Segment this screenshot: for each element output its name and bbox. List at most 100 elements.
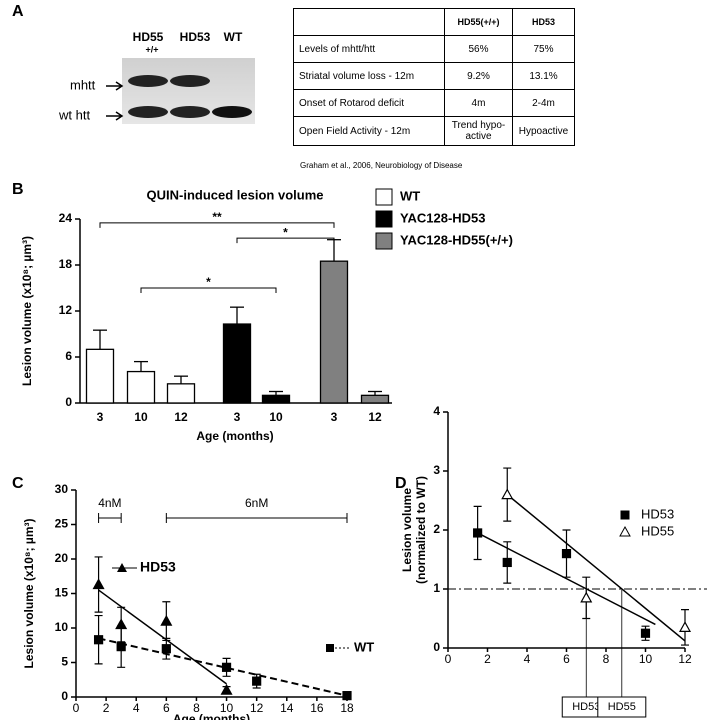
gel-band bbox=[170, 75, 210, 87]
y-tick-label: 10 bbox=[55, 620, 69, 634]
x-tick-label: 3 bbox=[234, 410, 241, 424]
y-tick-label: 30 bbox=[55, 482, 69, 496]
x-tick-label: 12 bbox=[368, 410, 382, 424]
point bbox=[502, 557, 512, 568]
bar bbox=[360, 394, 390, 404]
x-tick-label: 0 bbox=[73, 701, 80, 715]
significance-label: * bbox=[283, 225, 288, 239]
legend-label: YAC128-HD53 bbox=[400, 210, 486, 225]
table-cell: 9.2% bbox=[444, 62, 513, 90]
bar bbox=[319, 260, 349, 404]
table-row: Open Field Activity - 12m Trend hypo-acti… bbox=[293, 116, 575, 146]
gel-band bbox=[128, 106, 168, 118]
chart-title: QUIN-induced lesion volume bbox=[147, 187, 324, 202]
table-cell: 2-4m bbox=[512, 89, 575, 117]
x-tick-label: 4 bbox=[524, 652, 531, 666]
legend-marker bbox=[620, 510, 630, 520]
crossing-label: HD55 bbox=[608, 701, 636, 713]
table-cell: 13.1% bbox=[512, 62, 575, 90]
legend-label: HD53 bbox=[140, 559, 176, 575]
x-tick-label: 10 bbox=[220, 701, 234, 715]
x-tick-label: 8 bbox=[603, 652, 610, 666]
legend-marker bbox=[619, 525, 631, 537]
table-cell: Open Field Activity - 12m bbox=[293, 116, 445, 146]
point bbox=[342, 691, 352, 701]
x-tick-label: 12 bbox=[678, 652, 692, 666]
x-tick-label: 3 bbox=[97, 410, 104, 424]
y-tick-label: 6 bbox=[65, 349, 72, 363]
y-tick-label: 24 bbox=[59, 211, 73, 225]
legend-label: HD53 bbox=[641, 506, 674, 521]
panel-label: C bbox=[12, 475, 24, 492]
significance-bracket bbox=[236, 237, 335, 244]
x-tick-label: 10 bbox=[134, 410, 148, 424]
lane-label: HD55 bbox=[133, 30, 164, 44]
table-row: Levels of mhtt/htt 56% 75% bbox=[293, 35, 575, 63]
table-header-cell: HD55(+/+) bbox=[444, 8, 513, 36]
table-row: Striatal volume loss - 12m 9.2% 13.1% bbox=[293, 62, 575, 90]
point bbox=[161, 644, 171, 654]
fit-line bbox=[506, 494, 686, 642]
y-axis-label: Lesion volume (x10⁸; µm³) bbox=[22, 519, 36, 669]
point bbox=[160, 614, 173, 626]
lane-note: +/+ bbox=[145, 44, 158, 54]
point bbox=[252, 676, 262, 686]
table-cell: Trend hypo-active bbox=[444, 116, 513, 146]
point bbox=[220, 683, 233, 695]
x-axis-label: Age (months) bbox=[196, 429, 273, 443]
x-tick-label: 12 bbox=[250, 701, 264, 715]
x-tick-label: 18 bbox=[340, 701, 354, 715]
summary-table: HD55(+/+) HD53 Levels of mhtt/htt 56% 75% S… bbox=[293, 8, 575, 146]
bar bbox=[126, 370, 156, 404]
lane-label: HD53 bbox=[180, 30, 211, 44]
crossing-label: HD53 bbox=[572, 701, 600, 713]
y-tick-label: 4 bbox=[433, 404, 440, 418]
y-tick-label: 20 bbox=[55, 551, 69, 565]
arrow bbox=[106, 111, 124, 121]
panel-label: A bbox=[12, 3, 24, 20]
point bbox=[580, 591, 593, 603]
y-tick-label: 2 bbox=[433, 522, 440, 536]
y-axis-label: (normalized to WT) bbox=[414, 476, 428, 584]
x-tick-label: 12 bbox=[174, 410, 188, 424]
y-tick-label: 0 bbox=[65, 395, 72, 409]
table-cell: 4m bbox=[444, 89, 513, 117]
legend-swatch bbox=[375, 188, 393, 206]
bar bbox=[166, 383, 196, 404]
point bbox=[92, 578, 105, 590]
x-tick-label: 0 bbox=[445, 652, 452, 666]
panel-label: D bbox=[395, 475, 407, 492]
point bbox=[561, 548, 572, 559]
x-tick-label: 16 bbox=[310, 701, 324, 715]
arrow bbox=[106, 81, 124, 91]
bar bbox=[222, 323, 252, 404]
legend-marker bbox=[117, 563, 127, 572]
table-cell: Striatal volume loss - 12m bbox=[293, 62, 445, 90]
x-tick-label: 2 bbox=[103, 701, 110, 715]
table-cell: Hypoactive bbox=[512, 116, 575, 146]
table-cell: Onset of Rotarod deficit bbox=[293, 89, 445, 117]
legend-label: HD55 bbox=[641, 523, 674, 538]
legend-label: YAC128-HD55(+/+) bbox=[400, 232, 513, 247]
lane-label: WT bbox=[224, 30, 243, 44]
table-cell: Levels of mhtt/htt bbox=[293, 35, 445, 63]
gel-band bbox=[128, 75, 168, 87]
table-cell bbox=[293, 8, 445, 36]
point bbox=[221, 662, 232, 672]
crossing-box bbox=[597, 696, 647, 718]
y-tick-label: 12 bbox=[59, 303, 73, 317]
legend-marker bbox=[326, 644, 334, 652]
table-cell: 75% bbox=[512, 35, 575, 63]
point bbox=[678, 621, 692, 632]
band-label: wt htt bbox=[58, 107, 90, 122]
y-tick-label: 25 bbox=[55, 517, 69, 531]
x-axis-label: Age (months) bbox=[173, 712, 250, 720]
significance-label: ** bbox=[212, 210, 222, 224]
x-tick-label: 6 bbox=[163, 701, 170, 715]
range-bracket bbox=[165, 513, 348, 523]
table-row: Onset of Rotarod deficit 4m 2-4m bbox=[293, 89, 575, 117]
y-tick-label: 3 bbox=[433, 463, 440, 477]
point bbox=[501, 488, 514, 500]
